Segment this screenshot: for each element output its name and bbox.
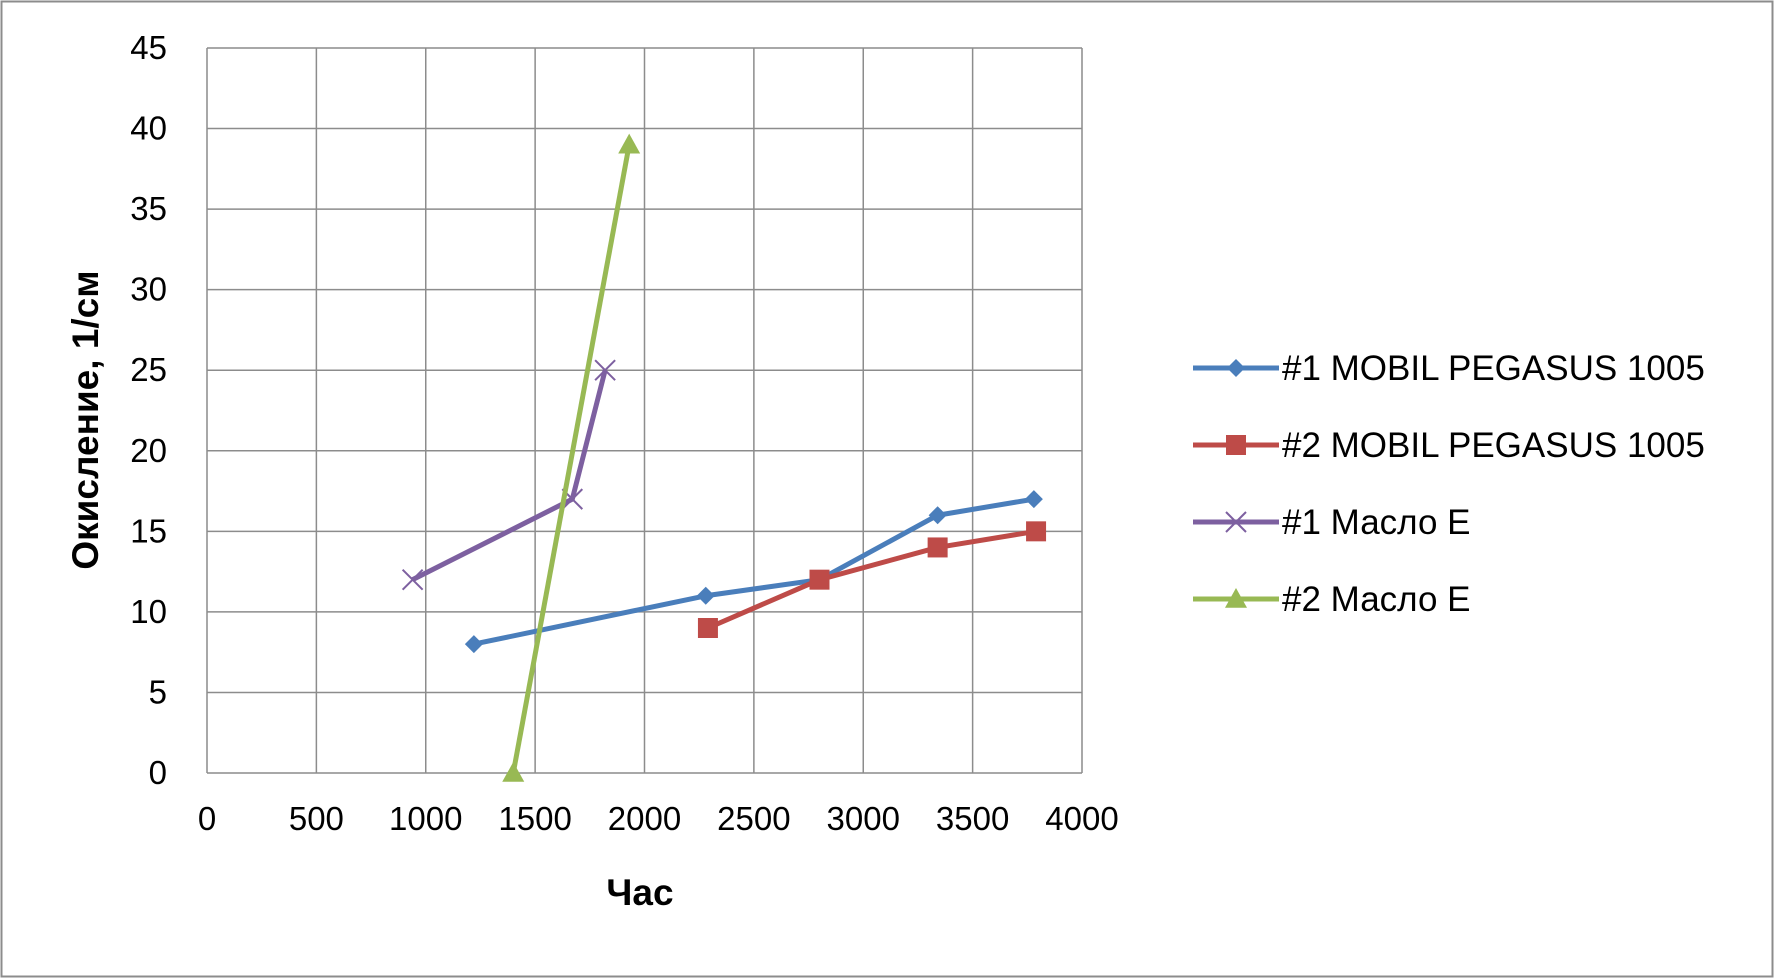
series-4 bbox=[502, 133, 641, 782]
y-tick-label: 5 bbox=[149, 673, 167, 710]
legend-marker bbox=[1225, 588, 1247, 608]
series-3 bbox=[401, 359, 616, 591]
legend-marker bbox=[1225, 511, 1247, 533]
legend-item: #2 MOBIL PEGASUS 1005 bbox=[1193, 426, 1705, 465]
data-point bbox=[696, 586, 715, 605]
data-point bbox=[927, 537, 948, 558]
y-tick-label: 15 bbox=[130, 512, 167, 549]
legend-marker bbox=[1226, 435, 1246, 455]
x-tick-label: 500 bbox=[289, 800, 344, 837]
x-tick-label: 3500 bbox=[936, 800, 1009, 837]
grid bbox=[206, 47, 1083, 774]
data-point bbox=[502, 762, 525, 782]
axes: 0 500 1000 1500 2000 2500 3000 3500 4000 0 5 10 15 20… bbox=[130, 29, 1118, 837]
series-line bbox=[510, 144, 632, 774]
legend-item: #1 Масло E bbox=[1193, 503, 1471, 542]
y-tick-label: 20 bbox=[130, 432, 167, 469]
series-group bbox=[401, 133, 1047, 782]
y-tick-label: 10 bbox=[130, 593, 167, 630]
x-tick-label: 2000 bbox=[608, 800, 681, 837]
x-tick-label: 1500 bbox=[498, 800, 571, 837]
data-point bbox=[464, 635, 483, 654]
legend-label: #2 Масло E bbox=[1282, 580, 1471, 619]
data-point bbox=[594, 359, 616, 381]
x-tick-label: 2500 bbox=[717, 800, 790, 837]
data-point bbox=[809, 569, 830, 590]
x-tick-label: 0 bbox=[198, 800, 216, 837]
data-point bbox=[928, 506, 947, 525]
y-axis-title: Окисление, 1/см bbox=[65, 270, 106, 569]
x-tick-label: 1000 bbox=[389, 800, 462, 837]
legend-label: #1 Масло E bbox=[1282, 503, 1471, 542]
legend-item: #2 Масло E bbox=[1193, 580, 1471, 619]
legend-label: #1 MOBIL PEGASUS 1005 bbox=[1282, 349, 1705, 388]
legend-item: #1 MOBIL PEGASUS 1005 bbox=[1193, 349, 1705, 388]
data-point bbox=[697, 618, 718, 638]
y-tick-label: 35 bbox=[130, 190, 167, 227]
legend: #1 MOBIL PEGASUS 1005 #2 MOBIL PEGASUS 10… bbox=[1193, 349, 1705, 619]
legend-marker bbox=[1227, 359, 1245, 377]
y-tick-label: 40 bbox=[130, 110, 167, 147]
y-tick-label: 45 bbox=[130, 29, 167, 66]
data-point bbox=[401, 568, 424, 591]
data-point bbox=[618, 133, 641, 154]
series-line bbox=[706, 528, 1037, 631]
legend-label: #2 MOBIL PEGASUS 1005 bbox=[1282, 426, 1705, 465]
x-axis-title: Час bbox=[606, 872, 673, 913]
y-tick-label: 25 bbox=[130, 351, 167, 388]
y-tick-label: 0 bbox=[149, 754, 167, 791]
data-point bbox=[1024, 490, 1043, 509]
data-point bbox=[1026, 521, 1047, 542]
x-tick-label: 4000 bbox=[1045, 800, 1118, 837]
y-tick-label: 30 bbox=[130, 271, 167, 308]
x-tick-label: 3000 bbox=[827, 800, 900, 837]
series-2 bbox=[697, 521, 1047, 638]
